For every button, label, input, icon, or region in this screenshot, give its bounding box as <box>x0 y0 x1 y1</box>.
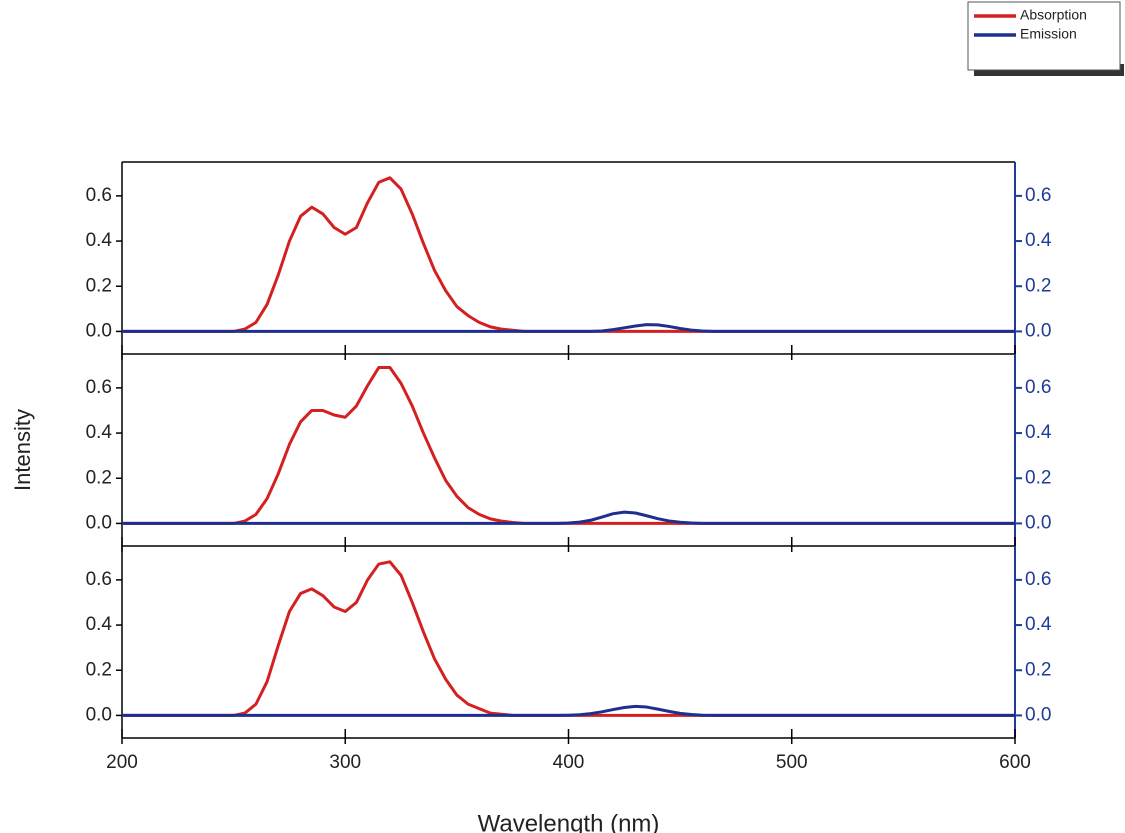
y-axis-label: Intensity <box>10 409 35 491</box>
x-tick-label: 300 <box>329 752 361 773</box>
y2-tick-label: 0.0 <box>1025 704 1051 725</box>
y-tick-label: 0.6 <box>86 185 112 206</box>
legend-label: Absorption <box>1020 7 1087 23</box>
x-tick-label: 600 <box>999 752 1031 773</box>
y-tick-label: 0.2 <box>86 467 112 488</box>
data-line <box>122 704 1015 717</box>
legend-label: Emission <box>1020 26 1077 42</box>
y-tick-label: 0.0 <box>86 512 112 533</box>
y-tick-label: 0.0 <box>86 320 112 341</box>
y-tick-label: 0.4 <box>86 422 113 443</box>
y2-tick-label: 0.2 <box>1025 467 1051 488</box>
y2-tick-label: 0.6 <box>1025 377 1051 398</box>
x-tick-label: 200 <box>106 752 138 773</box>
y2-tick-label: 0.4 <box>1025 422 1052 443</box>
y-tick-label: 0.0 <box>86 704 112 725</box>
data-line <box>122 366 1015 525</box>
legend: Absorption Emission <box>967 1 1124 76</box>
y-tick-label: 0.4 <box>86 614 113 635</box>
x-axis-label: Wavelength (nm) <box>478 810 660 833</box>
y-tick-label: 0.6 <box>86 377 112 398</box>
y2-tick-label: 0.6 <box>1025 185 1051 206</box>
y-tick-label: 0.4 <box>86 230 113 251</box>
data-line <box>122 560 1015 717</box>
data-line <box>122 510 1015 525</box>
y-tick-label: 0.2 <box>86 275 112 296</box>
x-tick-label: 500 <box>776 752 808 773</box>
data-line <box>122 176 1015 333</box>
y2-tick-label: 0.0 <box>1025 320 1051 341</box>
y2-tick-label: 0.4 <box>1025 614 1052 635</box>
y-tick-label: 0.2 <box>86 659 112 680</box>
x-tick-label: 400 <box>553 752 585 773</box>
y2-tick-label: 0.2 <box>1025 275 1051 296</box>
y2-tick-label: 0.4 <box>1025 230 1052 251</box>
y2-tick-label: 0.6 <box>1025 569 1051 590</box>
y2-tick-label: 0.0 <box>1025 512 1051 533</box>
data-line <box>122 323 1015 333</box>
y2-tick-label: 0.2 <box>1025 659 1051 680</box>
y-tick-label: 0.6 <box>86 569 112 590</box>
